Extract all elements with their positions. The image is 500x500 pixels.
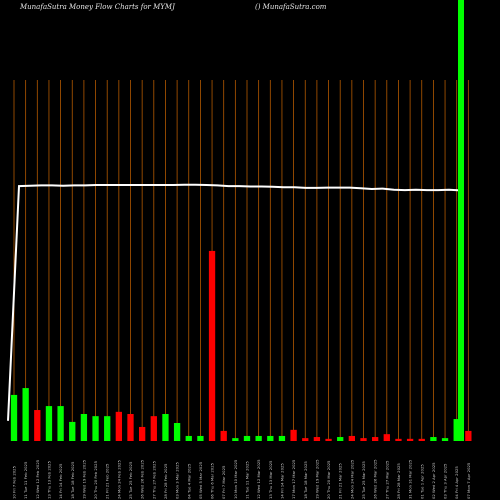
x-tick-label: 26 Wed 26 Feb 2025 <box>140 459 145 499</box>
bar <box>115 411 122 441</box>
x-tick-label: 06 Thu 6 Mar 2025 <box>210 462 215 499</box>
x-tick-label: 31 Mon 31 Mar 2025 <box>408 459 413 499</box>
x-tick-label: 27 Thu 27 Mar 2025 <box>384 460 389 499</box>
x-tick-label: 28 Fri 28 Feb 2025 <box>163 463 168 499</box>
x-tick-label: 07 Fri 7 Mar 2025 <box>221 465 226 499</box>
highlight-column <box>458 0 464 441</box>
x-tick-label: 19 Wed 19 Mar 2025 <box>314 459 319 499</box>
bar <box>208 250 216 441</box>
bar <box>453 419 460 441</box>
bar <box>267 435 274 441</box>
bar <box>348 435 355 441</box>
x-tick-label: 24 Mon 24 Mar 2025 <box>349 459 354 499</box>
x-tick-label: 19 Wed 19 Feb 2025 <box>81 459 86 499</box>
bar <box>104 416 111 441</box>
x-tick-label: 11 Tue 11 Mar 2025 <box>245 461 250 499</box>
x-tick-label: 04 Fri 4 Apr 2025 <box>454 466 459 499</box>
bar <box>173 423 181 441</box>
chart-title: MunafaSutra Money Flow Charts for MYMJ <box>20 3 175 11</box>
bar <box>465 430 472 441</box>
x-tick-label: 20 Thu 20 Feb 2025 <box>93 460 98 499</box>
x-tick-label: 24 Mon 24 Feb 2025 <box>116 460 121 499</box>
x-tick-label: 03 Mon 3 Mar 2025 <box>175 462 180 499</box>
x-tick-label: 25 Tue 25 Mar 2025 <box>361 461 366 499</box>
bar <box>290 429 297 441</box>
bar <box>243 435 251 441</box>
x-tick-label: 10 Mon 10 Mar 2025 <box>233 459 238 499</box>
x-tick-label: 02 Wed 2 Apr 2025 <box>431 462 436 499</box>
bar <box>360 438 367 441</box>
bar <box>69 421 76 441</box>
bar <box>220 430 227 441</box>
bar <box>406 438 414 441</box>
x-tick-label: 25 Tue 25 Feb 2025 <box>128 461 133 499</box>
bar <box>34 410 41 441</box>
bar <box>430 437 437 441</box>
x-tick-label: 05 Wed 5 Mar 2025 <box>198 461 203 499</box>
bar <box>395 438 402 441</box>
grid-lines <box>13 80 469 441</box>
bar <box>325 438 332 441</box>
bar <box>313 437 321 441</box>
bar <box>372 437 379 441</box>
x-tick-label: 13 Thu 13 Feb 2025 <box>46 460 51 499</box>
bar <box>337 437 344 441</box>
x-tick-label: 11 Tue 11 Feb 2025 <box>23 461 28 499</box>
bar <box>10 394 18 441</box>
x-tick-label: 20 Thu 20 Mar 2025 <box>326 460 331 499</box>
x-tick-label: 28 Fri 28 Mar 2025 <box>396 463 401 499</box>
x-tick-label: 04 Tue 4 Mar 2025 <box>186 463 191 499</box>
x-tick-label: 10 Fri 7 Feb 2025 <box>12 465 17 499</box>
x-tick-label: 17 Mon 17 Mar 2025 <box>291 459 296 499</box>
bar <box>80 414 88 441</box>
bar <box>383 434 390 441</box>
x-axis-labels: 10 Fri 7 Feb 2025 11 Tue 11 Feb 2025 12 We… <box>12 459 471 499</box>
bar <box>139 426 146 441</box>
bar <box>232 438 239 441</box>
bar <box>22 388 29 441</box>
x-tick-label: 01 Tue 1 Apr 2025 <box>419 464 424 499</box>
bar <box>127 414 134 441</box>
x-tick-label: 14 Fri 14 Feb 2025 <box>58 463 63 499</box>
x-tick-label: 21 Fri 21 Feb 2025 <box>105 463 110 499</box>
x-tick-label: 12 Wed 12 Mar 2025 <box>256 459 261 499</box>
x-tick-label: 14 Fri 14 Mar 2025 <box>279 463 284 499</box>
price-line <box>7 183 461 421</box>
x-tick-label: 21 Fri 21 Mar 2025 <box>338 463 343 499</box>
bar <box>418 438 425 441</box>
bar <box>255 435 262 441</box>
price-line-path <box>7 183 461 421</box>
x-tick-label: 13 Thu 13 Mar 2025 <box>268 460 273 499</box>
x-tick-label: 18 Tue 18 Feb 2025 <box>70 461 75 499</box>
bar <box>57 406 64 441</box>
bar <box>441 438 449 441</box>
x-tick-label: 03 Thu 3 Apr 2025 <box>443 463 448 499</box>
bar <box>278 435 286 441</box>
bar <box>185 435 192 441</box>
bar <box>302 438 309 441</box>
bar <box>92 416 99 441</box>
x-tick-label: 18 Tue 18 Mar 2025 <box>303 461 308 499</box>
x-tick-label: 12 Wed 12 Feb 2025 <box>35 459 40 499</box>
bar <box>162 414 169 441</box>
x-tick-label: 27 Thu 27 Feb 2025 <box>151 460 156 499</box>
x-tick-label: 07 Mon 7 Apr 2025 <box>466 462 471 499</box>
bar <box>197 435 204 441</box>
bar <box>150 416 157 441</box>
bar <box>45 406 53 441</box>
bars <box>10 250 472 441</box>
watermark: () MunafaSutra.com <box>255 3 327 11</box>
x-tick-label: 26 Wed 26 Mar 2025 <box>373 459 378 499</box>
